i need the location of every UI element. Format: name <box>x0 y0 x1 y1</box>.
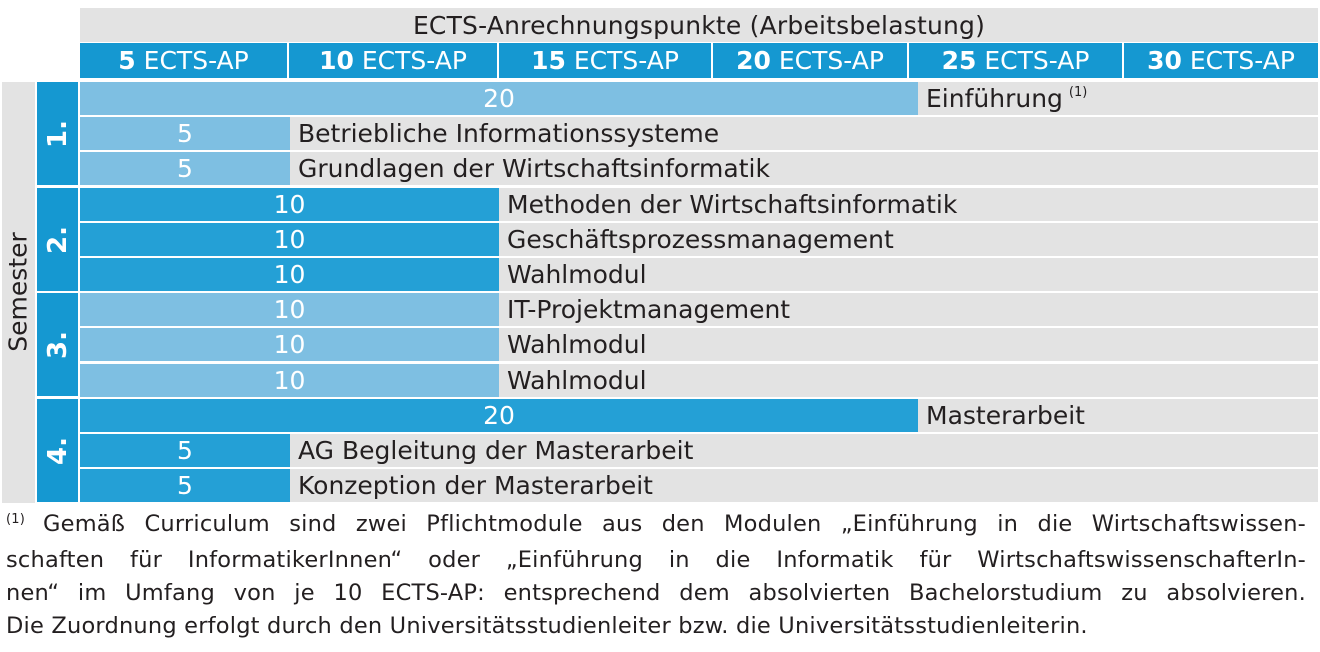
module-name: Masterarbeit <box>926 399 1085 432</box>
module-ects-value: 10 <box>273 225 306 254</box>
module-name-text: Einführung <box>926 84 1063 113</box>
scale-unit: ECTS-AP <box>1189 46 1295 75</box>
module-name: Wahlmodul <box>507 258 647 291</box>
scale-number: 25 <box>941 46 977 75</box>
module-name: IT-Projektmanagement <box>507 293 790 326</box>
semester-axis-strip <box>2 82 35 503</box>
module-ects-bar: 5 <box>80 434 290 467</box>
module-ects-value: 20 <box>483 401 515 430</box>
footnote-line-1-text: Gemäß Curriculum sind zwei Pflichtmodule… <box>43 511 1306 537</box>
module-ects-value: 20 <box>483 84 515 113</box>
footnote-marker: (1) <box>6 512 26 527</box>
module-name: Wahlmodul <box>507 328 647 361</box>
module-ects-value: 10 <box>273 260 306 289</box>
module-ects-value: 5 <box>177 436 193 465</box>
module-ects-value: 10 <box>273 295 306 324</box>
module-name: Geschäftsprozessmanagement <box>507 223 894 256</box>
module-name-text: Wahlmodul <box>507 330 647 359</box>
semester-number-label: 1. <box>42 119 73 148</box>
module-ects-value: 5 <box>177 154 193 183</box>
semester-number-1: 1. <box>37 82 78 185</box>
scale-number: 5 <box>118 46 136 75</box>
semester-number-label: 4. <box>42 436 73 465</box>
semester-number-label: 2. <box>42 225 73 254</box>
module-ects-bar: 20 <box>80 399 918 432</box>
scale-unit: ECTS-AP <box>778 46 884 75</box>
footnote-line-1: (1) Gemäß Curriculum sind zwei Pflichtmod… <box>6 508 1306 544</box>
module-name-text: Masterarbeit <box>926 401 1085 430</box>
module-name-text: AG Begleitung der Masterarbeit <box>298 436 694 465</box>
module-ects-bar: 10 <box>80 188 499 221</box>
module-name: Konzeption der Masterarbeit <box>298 469 653 502</box>
module-name-text: Wahlmodul <box>507 366 647 395</box>
scale-unit: ECTS-AP <box>984 46 1090 75</box>
chart-title: ECTS-Anrechnungspunkte (Arbeitsbelastung… <box>80 8 1318 42</box>
module-name: AG Begleitung der Masterarbeit <box>298 434 693 467</box>
semester-axis-label: Semester <box>3 232 33 352</box>
module-ects-value: 10 <box>273 190 306 219</box>
module-name-text: Geschäftsprozessmanagement <box>507 225 894 254</box>
module-ects-value: 5 <box>177 471 193 500</box>
scale-number: 20 <box>736 46 771 75</box>
scale-number: 30 <box>1147 46 1182 75</box>
scale-cell-20: 20 ECTS-AP <box>713 43 909 78</box>
scale-unit: ECTS-AP <box>361 46 467 75</box>
scale-cell-30: 30 ECTS-AP <box>1124 43 1318 78</box>
scale-cell-10: 10 ECTS-AP <box>289 43 499 78</box>
module-name: Wahlmodul <box>507 364 647 397</box>
scale-cell-5: 5 ECTS-AP <box>80 43 289 78</box>
scale-unit: ECTS-AP <box>573 46 679 75</box>
semester-number-4: 4. <box>37 399 78 502</box>
module-ects-bar: 10 <box>80 364 499 397</box>
module-name: Einführung (1) <box>926 82 1087 115</box>
module-ects-value: 10 <box>273 330 306 359</box>
module-ects-bar: 10 <box>80 293 499 326</box>
module-footnote-marker: (1) <box>1068 85 1088 100</box>
module-ects-value: 10 <box>273 366 306 395</box>
scale-number: 10 <box>319 46 354 75</box>
footnote: (1) Gemäß Curriculum sind zwei Pflichtmod… <box>6 508 1306 643</box>
module-name: Grundlagen der Wirtschaftsinformatik <box>298 152 770 185</box>
module-ects-value: 5 <box>177 119 193 148</box>
module-name-text: IT-Projektmanagement <box>507 295 791 324</box>
module-ects-bar: 5 <box>80 469 290 502</box>
module-name-text: Methoden der Wirtschaftsinformatik <box>507 190 958 219</box>
semester-number-2: 2. <box>37 188 78 291</box>
module-name: Betriebliche Informationssysteme <box>298 117 719 150</box>
module-name-text: Betriebliche Informationssysteme <box>298 119 720 148</box>
semester-number-3: 3. <box>37 293 78 396</box>
semester-number-label: 3. <box>42 330 73 359</box>
module-ects-bar: 10 <box>80 258 499 291</box>
scale-unit: ECTS-AP <box>143 46 249 75</box>
module-ects-bar: 5 <box>80 152 290 185</box>
module-ects-bar: 5 <box>80 117 290 150</box>
scale-number: 15 <box>531 46 566 75</box>
module-ects-bar: 10 <box>80 223 499 256</box>
footnote-line-4: Die Zuordnung erfolgt durch den Universi… <box>6 613 1088 639</box>
footnote-line-2: schaften für InformatikerInnen“ oder „Ei… <box>6 547 1306 573</box>
module-name-text: Konzeption der Masterarbeit <box>298 471 653 500</box>
module-name: Methoden der Wirtschaftsinformatik <box>507 188 957 221</box>
module-name-text: Wahlmodul <box>507 260 647 289</box>
module-name-text: Grundlagen der Wirtschaftsinformatik <box>298 154 770 183</box>
footnote-line-3: nen“ im Umfang von je 10 ECTS-AP: entspr… <box>6 580 1306 606</box>
scale-cell-15: 15 ECTS-AP <box>499 43 713 78</box>
scale-cell-25: 25 ECTS-AP <box>909 43 1124 78</box>
module-ects-bar: 10 <box>80 328 499 361</box>
module-ects-bar: 20 <box>80 82 918 115</box>
